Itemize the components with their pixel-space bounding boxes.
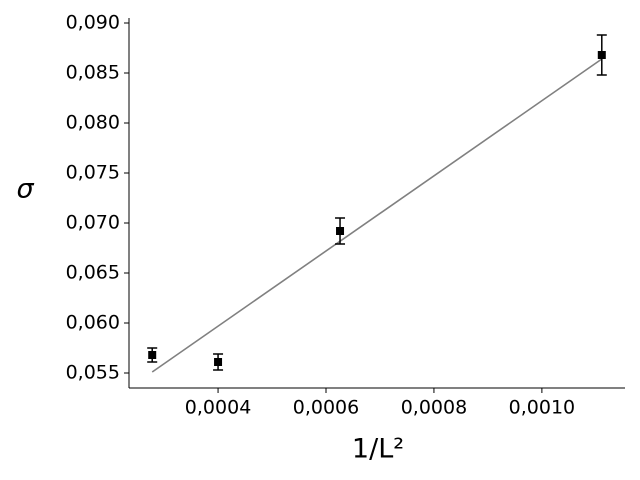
point [597,51,606,59]
y-tick-label: 0,060 [66,312,120,334]
y-tick-label: 0,070 [66,212,120,234]
point [214,358,223,366]
y-tick-label: 0,080 [66,112,120,134]
x-tick-label: 0,0006 [293,397,359,419]
x-tick-label: 0,0008 [401,397,467,419]
x-axis-label: 1/L² [352,434,404,465]
x-tick-label: 0,0004 [185,397,251,419]
y-tick-label: 0,065 [66,262,120,284]
point [148,351,157,359]
fit-line [151,58,603,373]
point [336,227,345,235]
y-axis-label: σ [16,174,34,205]
y-tick-label: 0,055 [66,362,120,384]
y-tick-label: 0,085 [66,62,120,84]
y-tick-label: 0,075 [66,162,120,184]
y-tick-label: 0,090 [66,12,120,34]
x-tick-label: 0,0010 [509,397,575,419]
